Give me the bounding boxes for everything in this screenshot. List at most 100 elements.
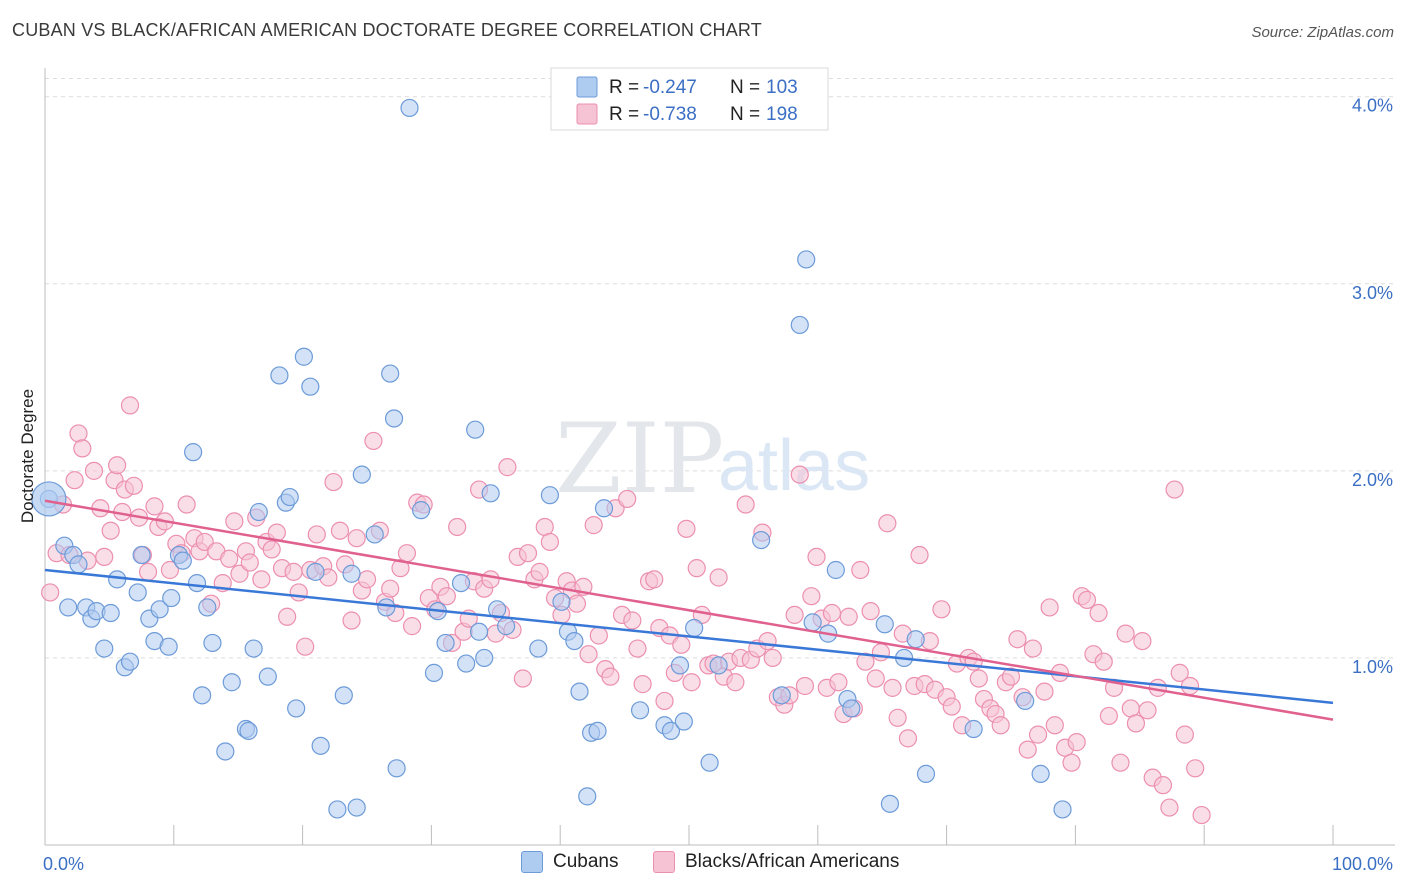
y-tick-label-2: 3.0% <box>1352 283 1393 303</box>
watermark-zip: ZIP <box>555 403 724 515</box>
point-blacks-198 <box>1116 624 1135 643</box>
point-blacks-97 <box>567 594 587 613</box>
point-cubans-47 <box>365 525 384 544</box>
point-blacks-150 <box>856 652 875 671</box>
point-blacks-42 <box>262 540 281 559</box>
point-blacks-0 <box>41 583 60 602</box>
point-blacks-183 <box>1035 682 1054 701</box>
point-blacks-50 <box>307 525 326 544</box>
point-blacks-65 <box>391 559 410 578</box>
point-cubans-67 <box>552 592 571 611</box>
point-cubans-60 <box>469 622 489 641</box>
point-blacks-40 <box>252 570 271 589</box>
point-blacks-211 <box>1186 759 1205 778</box>
y-tick-label-3: 4.0% <box>1352 96 1393 116</box>
point-blacks-193 <box>1089 603 1108 623</box>
point-blacks-191 <box>1077 590 1097 610</box>
point-blacks-155 <box>883 678 902 697</box>
point-cubans-86 <box>797 250 816 269</box>
legend-r-value-cubans: -0.247 <box>643 77 697 98</box>
point-blacks-54 <box>330 521 350 540</box>
point-cubans-44 <box>342 564 361 583</box>
point-blacks-145 <box>829 673 848 692</box>
point-blacks-140 <box>802 587 821 606</box>
point-cubans-64 <box>497 617 516 636</box>
point-blacks-197 <box>1111 753 1130 772</box>
point-blacks-156 <box>888 708 907 727</box>
point-blacks-63 <box>381 579 400 598</box>
point-blacks-128 <box>736 495 755 514</box>
point-blacks-99 <box>579 645 598 664</box>
point-blacks-8 <box>84 461 104 480</box>
point-cubans-57 <box>451 573 471 593</box>
y-axis-label: Doctorate Degree <box>18 389 37 523</box>
point-cubans-62 <box>481 484 500 503</box>
point-blacks-45 <box>278 607 297 626</box>
point-blacks-189 <box>1067 733 1086 752</box>
point-cubans-42 <box>328 800 347 819</box>
point-cubans-74 <box>594 499 614 518</box>
bottom-legend: Cubans Blacks/African Americans <box>0 851 1406 879</box>
point-blacks-195 <box>1099 706 1118 726</box>
legend-n-label-blacks: N = <box>730 104 760 125</box>
point-cubans-75 <box>630 701 650 720</box>
point-blacks-67 <box>402 617 422 636</box>
tick-labels: 1.0% 2.0% 3.0% 4.0% 0.0% 100.0% <box>43 96 1393 874</box>
point-blacks-138 <box>790 465 809 484</box>
point-blacks-152 <box>866 669 885 688</box>
point-blacks-116 <box>672 635 691 654</box>
point-blacks-21 <box>145 497 164 516</box>
point-blacks-200 <box>1126 714 1146 733</box>
point-cubans-52 <box>400 98 419 118</box>
point-blacks-107 <box>623 611 642 630</box>
point-blacks-133 <box>763 648 782 668</box>
point-blacks-103 <box>601 667 620 686</box>
watermark-atlas: atlas <box>718 426 870 506</box>
point-blacks-38 <box>240 553 259 572</box>
point-cubans-10 <box>108 570 127 589</box>
point-cubans-28 <box>222 673 241 692</box>
point-blacks-48 <box>296 637 315 656</box>
point-cubans-21 <box>173 551 192 570</box>
point-cubans-18 <box>159 637 178 656</box>
point-cubans-24 <box>193 686 212 705</box>
point-blacks-202 <box>1138 701 1157 720</box>
point-blacks-17 <box>124 476 143 495</box>
point-blacks-73 <box>437 587 456 606</box>
point-blacks-81 <box>481 570 500 589</box>
point-cubans-37 <box>287 699 306 718</box>
point-cubans-33 <box>258 667 277 686</box>
point-cubans-45 <box>352 465 371 484</box>
point-blacks-6 <box>73 439 92 458</box>
point-cubans-93 <box>880 794 900 813</box>
point-cubans-69 <box>565 631 584 651</box>
point-cubans-66 <box>540 486 559 505</box>
point-blacks-56 <box>342 611 361 630</box>
point-cubans-83 <box>752 530 771 550</box>
point-blacks-185 <box>1045 716 1064 735</box>
bottom-legend-label-blacks: Blacks/African Americans <box>685 851 900 872</box>
point-blacks-47 <box>289 583 308 602</box>
point-blacks-149 <box>851 560 870 580</box>
legend-r-label-blacks: R = <box>609 104 639 125</box>
legend-r-label-cubans: R = <box>609 77 639 98</box>
point-cubans-14 <box>132 545 151 565</box>
point-cubans-59 <box>466 420 485 439</box>
y-tick-label-0: 1.0% <box>1352 657 1393 677</box>
point-blacks-36 <box>230 564 249 583</box>
point-cubans-50 <box>384 409 404 428</box>
point-cubans-2 <box>59 598 78 617</box>
point-cubans-8 <box>95 639 114 658</box>
point-cubans-87 <box>803 613 822 632</box>
point-blacks-153 <box>871 643 891 662</box>
bottom-legend-swatch-blacks <box>653 851 675 873</box>
point-blacks-166 <box>942 697 961 716</box>
point-cubans-53 <box>411 501 431 520</box>
point-blacks-119 <box>687 559 706 578</box>
bottom-legend-blacks: Blacks/African Americans <box>653 851 899 873</box>
y-tick-label-1: 2.0% <box>1352 470 1393 490</box>
point-cubans-81 <box>700 753 719 772</box>
point-cubans-96 <box>916 764 936 784</box>
point-cubans-4 <box>69 555 88 574</box>
